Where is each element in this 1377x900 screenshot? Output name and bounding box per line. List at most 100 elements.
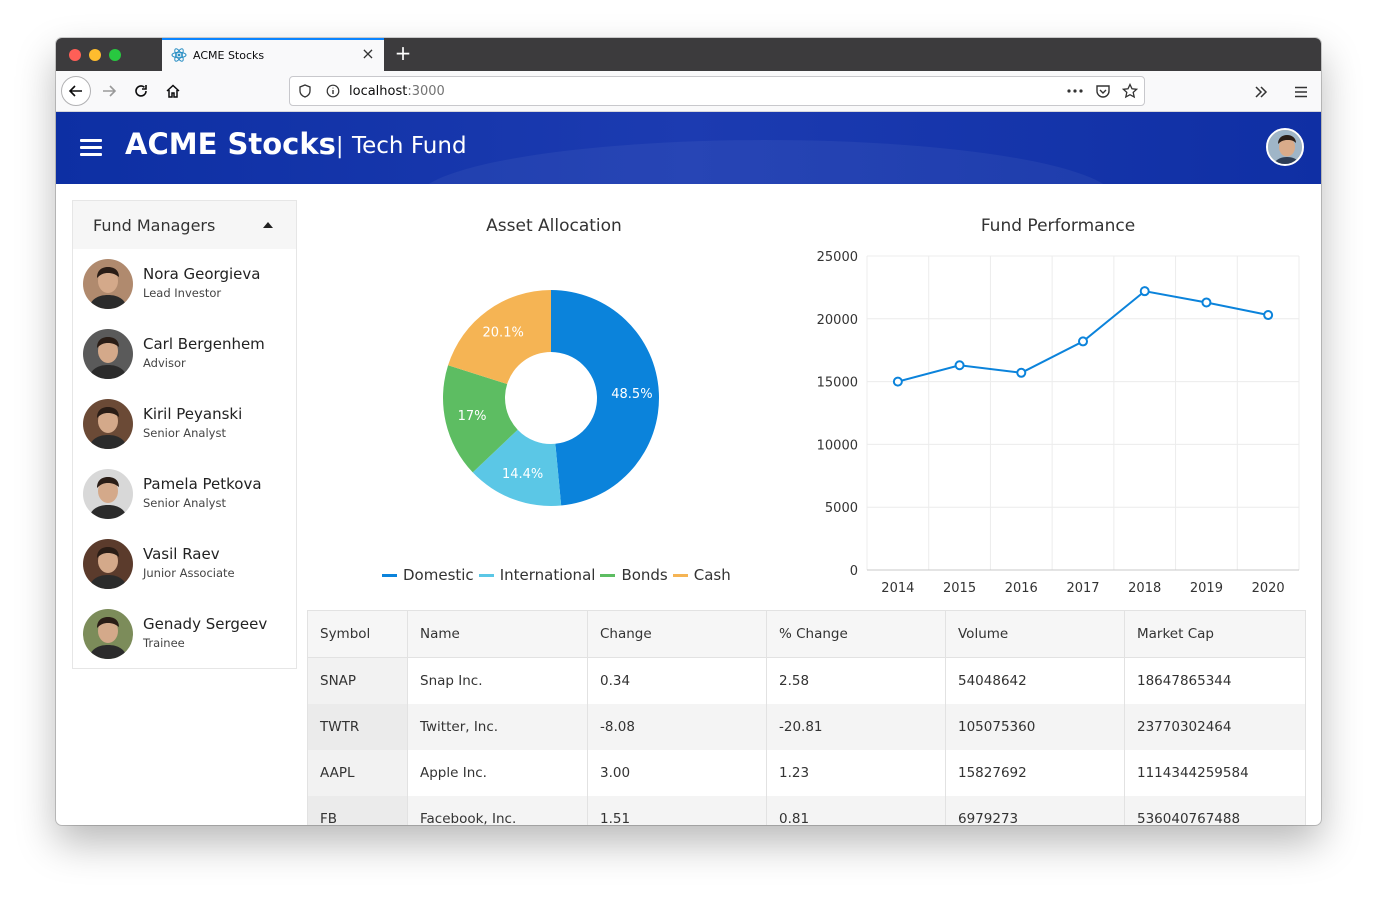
manager-avatar — [83, 329, 133, 379]
table-cell: FB — [307, 795, 408, 825]
x-tick-label: 2017 — [1066, 581, 1099, 596]
fund-performance-chart: 0 5000 10000 15000 20000 25000 2014 2015 2016 201… — [817, 250, 1300, 596]
legend-swatch — [600, 573, 616, 577]
legend-item[interactable]: Bonds — [600, 566, 668, 584]
pie-label: 20.1% — [483, 326, 524, 341]
table-cell: 54048642 — [945, 657, 1125, 704]
browser-tab[interactable]: ACME Stocks × — [162, 38, 384, 71]
pie-label: 17% — [458, 409, 487, 424]
table-row[interactable]: AAPL Apple Inc. 3.00 1.23 15827692 1114344259… — [307, 749, 1306, 796]
stocks-grid: Symbol Name Change% Change Volume Market Cap… — [307, 610, 1306, 825]
column-header[interactable]: Volume — [945, 610, 1125, 658]
url-text: localhost:3000 — [349, 84, 445, 99]
y-tick-label: 15000 — [817, 376, 858, 391]
legend-item[interactable]: Domestic — [382, 566, 474, 584]
fund-managers-title: Fund Managers — [93, 216, 216, 235]
close-window-button[interactable] — [69, 49, 81, 61]
performance-line — [897, 290, 1269, 383]
pie-slice-international[interactable] — [472, 429, 562, 506]
caret-up-icon[interactable] — [263, 222, 273, 228]
manager-item[interactable]: Nora Georgieva Lead Investor — [83, 259, 293, 319]
table-row[interactable]: FB Facebook, Inc. 1.51 0.81 6979273 536040767… — [307, 795, 1306, 825]
header-decoration — [416, 140, 1116, 184]
manager-name: Kiril Peyanski — [143, 405, 243, 423]
react-logo-icon — [171, 48, 187, 62]
manager-role: Lead Investor — [143, 286, 222, 300]
hamburger-icon[interactable] — [80, 139, 102, 157]
manager-name: Genady Sergeev — [143, 615, 268, 633]
manager-name: Vasil Raev — [143, 545, 220, 563]
asset-allocation-legend: Domestic International Bonds Cash — [382, 566, 732, 584]
url-host: localhost — [349, 84, 408, 99]
manager-avatar — [83, 539, 133, 589]
column-header[interactable]: Name — [407, 610, 588, 658]
pie-slice-bonds[interactable] — [443, 365, 518, 473]
performance-point[interactable] — [954, 360, 965, 371]
asset-allocation-chart: 48.5% 14.4% 17% 20.1% — [443, 290, 660, 506]
manager-item[interactable]: Vasil Raev Junior Associate — [83, 539, 293, 599]
table-cell: Twitter, Inc. — [407, 703, 588, 750]
column-header[interactable]: Change — [587, 610, 767, 658]
table-cell: 6979273 — [945, 795, 1125, 825]
fund-performance-title: Fund Performance — [980, 216, 1136, 236]
table-row[interactable]: TWTR Twitter, Inc. -8.08 -20.81 105075360 237… — [307, 703, 1306, 750]
asset-allocation-title: Asset Allocation — [486, 216, 622, 236]
back-button[interactable] — [61, 76, 91, 106]
pie-slice-cash[interactable] — [448, 290, 551, 385]
table-row[interactable]: SNAP Snap Inc. 0.34 2.58 54048642 18647865344 — [307, 657, 1306, 704]
info-icon[interactable] — [326, 84, 340, 98]
manager-item[interactable]: Kiril Peyanski Senior Analyst — [83, 399, 293, 459]
x-tick-label: 2014 — [881, 581, 914, 596]
reload-button[interactable] — [126, 76, 156, 106]
url-port: :3000 — [407, 84, 445, 99]
more-dots-icon[interactable] — [1066, 84, 1084, 98]
performance-point[interactable] — [1078, 336, 1088, 347]
minimize-window-button[interactable] — [89, 49, 101, 61]
hamburger-icon[interactable] — [1293, 84, 1309, 100]
tab-close-icon[interactable]: × — [361, 44, 375, 63]
performance-point[interactable] — [1016, 367, 1027, 378]
legend-item[interactable]: Cash — [672, 566, 731, 584]
table-cell: 0.34 — [587, 657, 767, 704]
navigation-bar: localhost:3000 — [56, 71, 1321, 112]
column-header[interactable]: % Change — [766, 610, 946, 658]
arrow-left-icon — [68, 85, 82, 97]
manager-avatar — [83, 609, 133, 659]
browser-window: ACME Stocks × + localhost:3000 — [56, 38, 1321, 825]
x-tick-label: 2015 — [943, 581, 976, 596]
performance-point[interactable] — [1139, 286, 1150, 297]
legend-label: Cash — [693, 566, 731, 584]
performance-point[interactable] — [1201, 297, 1212, 308]
pie-slice-domestic[interactable] — [551, 290, 660, 506]
legend-item[interactable]: International — [478, 566, 595, 584]
manager-avatar — [83, 259, 133, 309]
manager-item[interactable]: Carl Bergenhem Advisor — [83, 329, 293, 389]
manager-role: Junior Associate — [143, 566, 235, 580]
forward-button[interactable] — [94, 76, 124, 106]
table-cell: 1114344259584 — [1124, 749, 1306, 796]
app-header: ACME Stocks | Tech Fund — [56, 112, 1321, 184]
table-cell: 0.81 — [766, 795, 946, 825]
url-bar[interactable]: localhost:3000 — [289, 76, 1145, 106]
x-tick-label: 2020 — [1252, 581, 1285, 596]
maximize-window-button[interactable] — [109, 49, 121, 61]
shield-icon[interactable] — [298, 84, 312, 98]
home-icon — [166, 84, 180, 98]
table-cell: 1.51 — [587, 795, 767, 825]
pocket-icon[interactable] — [1095, 83, 1111, 99]
y-tick-label: 0 — [850, 564, 858, 579]
new-tab-icon[interactable]: + — [394, 41, 412, 65]
home-button[interactable] — [158, 76, 188, 106]
performance-point[interactable] — [892, 376, 903, 387]
manager-item[interactable]: Pamela Petkova Senior Analyst — [83, 469, 293, 529]
star-icon[interactable] — [1122, 83, 1138, 99]
chevron-double-right-icon[interactable] — [1253, 84, 1269, 100]
performance-point[interactable] — [1263, 310, 1274, 321]
user-avatar[interactable] — [1266, 128, 1304, 166]
table-cell: 1.23 — [766, 749, 946, 796]
fund-managers-header[interactable]: Fund Managers — [73, 201, 296, 249]
column-header[interactable]: Market Cap — [1124, 610, 1306, 658]
legend-swatch — [382, 573, 397, 577]
column-header[interactable]: Symbol — [307, 610, 408, 658]
manager-item[interactable]: Genady Sergeev Trainee — [83, 609, 293, 669]
